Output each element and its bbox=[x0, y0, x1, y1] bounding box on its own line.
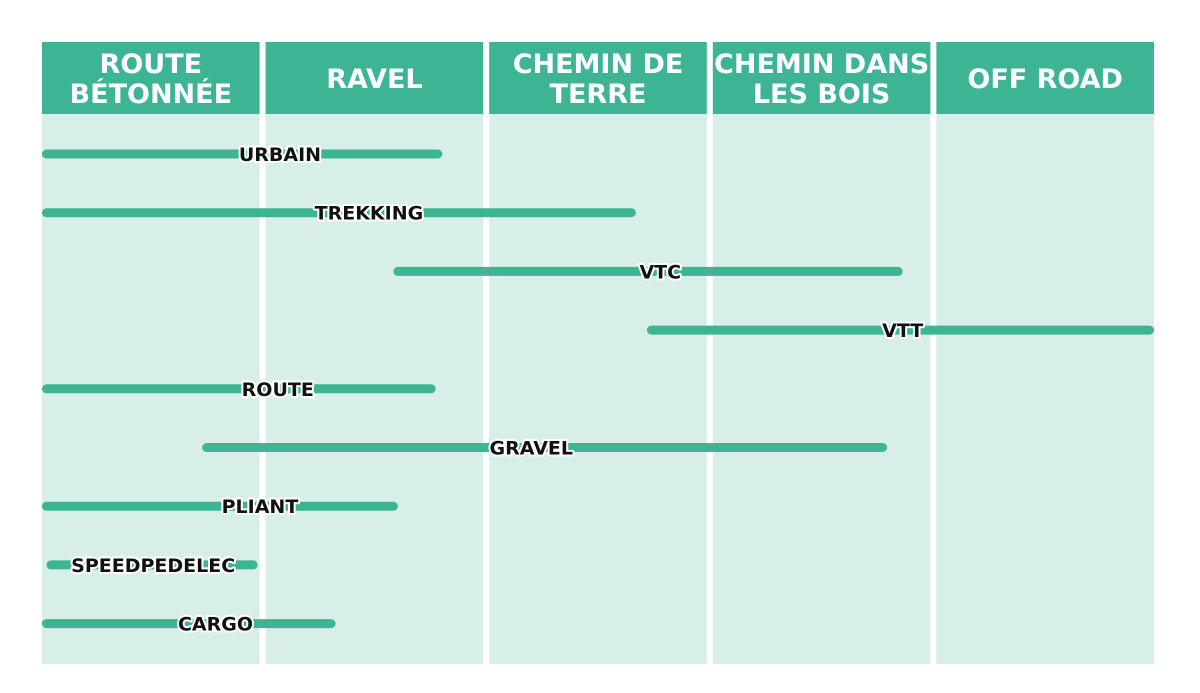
bar-label-speedpedelec: SPEEDPEDELEC bbox=[71, 555, 235, 577]
terrain-off-road-header bbox=[936, 42, 1154, 114]
terrain-off-road-header-label: OFF ROAD bbox=[967, 64, 1123, 95]
bar-label-route: ROUTE bbox=[242, 379, 314, 401]
terrain-route-b-tonn-e-header-label: BÉTONNÉE bbox=[70, 78, 232, 110]
bar-label-cargo: CARGO bbox=[178, 614, 253, 636]
bar-label-vtt: VTT bbox=[882, 320, 923, 342]
terrain-chemin-de-terre-header-label: TERRE bbox=[550, 79, 647, 110]
terrain-chemin-de-terre-header-label: CHEMIN DE bbox=[513, 49, 684, 80]
terrain-ravel-header bbox=[265, 42, 484, 114]
terrain-ravel-header-label: RAVEL bbox=[326, 64, 422, 95]
terrain-chemin-dans-les-bois-header bbox=[712, 42, 931, 114]
terrain-chemin-de-terre-header bbox=[489, 42, 707, 114]
terrain-chemin-dans-les-bois-header-label: LES BOIS bbox=[753, 79, 891, 110]
bar-label-trekking: TREKKING bbox=[315, 203, 424, 225]
terrain-chemin-de-terre-column bbox=[489, 114, 707, 664]
bar-label-urbain: URBAIN bbox=[239, 144, 321, 166]
terrain-chemin-dans-les-bois-column bbox=[712, 114, 931, 664]
bar-label-gravel: GRAVEL bbox=[490, 438, 573, 460]
bar-label-pliant: PLIANT bbox=[222, 496, 299, 518]
bike-range-bars: URBAIN TREKKING VTC VTT ROUTE GRAVEL PLIANT SPE… bbox=[42, 142, 1154, 638]
bar-label-vtc: VTC bbox=[639, 261, 681, 283]
terrain-route-b-tonn-e-header bbox=[42, 42, 260, 114]
terrain-off-road-column bbox=[936, 114, 1154, 664]
terrain-route-b-tonn-e-header-label: ROUTE bbox=[100, 49, 203, 80]
terrain-chemin-dans-les-bois-header-label: CHEMIN DANS bbox=[714, 49, 929, 80]
